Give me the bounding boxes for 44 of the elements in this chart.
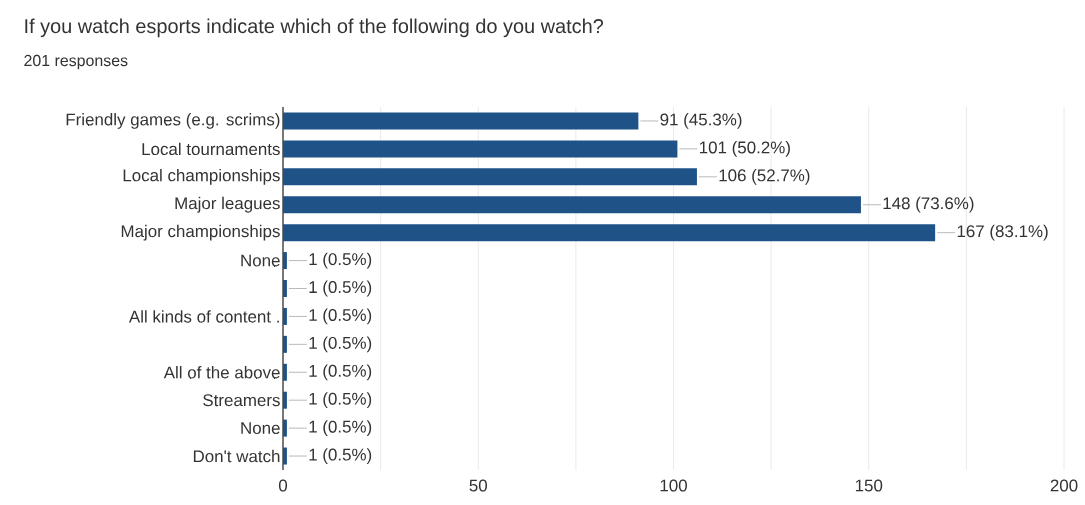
bar — [283, 112, 639, 130]
data-label: 91 (45.3%) — [660, 113, 742, 129]
chart-title: If you watch esports indicate which of the following do you watch? — [25, 18, 604, 38]
bar — [283, 419, 287, 437]
data-label: 1 (0.5%) — [309, 448, 372, 464]
bar — [283, 196, 861, 214]
bar — [283, 307, 287, 325]
x-tick-label: 50 — [469, 479, 488, 492]
x-tick-label: 200 — [1050, 479, 1078, 492]
y-tick-label: Local tournaments — [142, 142, 280, 156]
y-tick-label: Don't watch — [193, 449, 280, 463]
text: 201 responses — [24, 54, 128, 70]
y-tick-label: Major championships — [121, 224, 280, 241]
y-tick-label: None — [241, 254, 280, 267]
data-label: 167 (83.1%) — [957, 224, 1048, 241]
bar — [283, 252, 287, 270]
x-tick-label: 0 — [278, 479, 288, 492]
bar — [283, 391, 287, 409]
y-tick-label: Streamers — [203, 394, 280, 407]
y-tick-label: Friendly games (e.g. scrims) — [66, 113, 280, 129]
data-label: 1 (0.5%) — [309, 420, 372, 436]
x-tick-label: 100 — [660, 479, 687, 492]
bar — [283, 447, 287, 465]
data-label: 1 (0.5%) — [309, 336, 372, 353]
y-tick-label: Major leagues — [175, 196, 280, 213]
y-tick-label: None — [241, 422, 280, 435]
y-tick-label: All kinds of content . — [128, 310, 279, 323]
bar — [283, 224, 936, 242]
data-label: 1 (0.5%) — [309, 392, 372, 409]
y-tick-label: Local championships — [123, 168, 280, 185]
bar — [283, 280, 287, 297]
x-tick-label: 150 — [855, 479, 883, 492]
bar — [283, 363, 287, 381]
bar — [283, 140, 678, 158]
data-label: 1 (0.5%) — [309, 252, 372, 269]
bar — [283, 168, 697, 186]
data-label: 106 (52.7%) — [719, 168, 810, 185]
bar — [283, 335, 287, 353]
data-label: 1 (0.5%) — [309, 308, 372, 325]
data-label: 1 (0.5%) — [309, 364, 372, 381]
data-label: 148 (73.6%) — [883, 196, 974, 213]
data-label: 1 (0.5%) — [309, 280, 372, 297]
data-label: 101 (50.2%) — [700, 141, 790, 157]
y-tick-label: All of the above — [163, 366, 280, 379]
